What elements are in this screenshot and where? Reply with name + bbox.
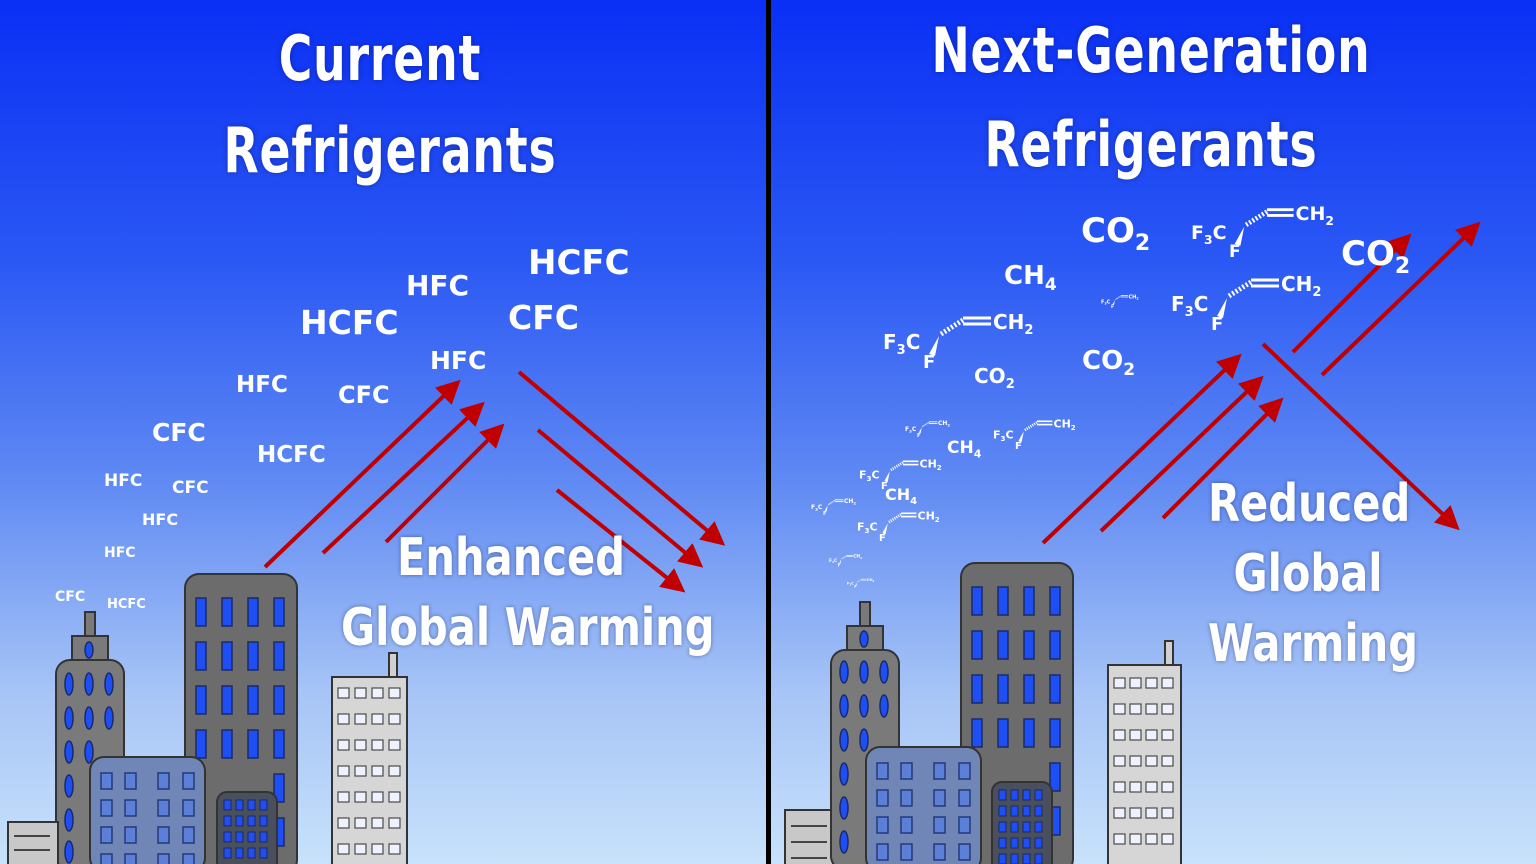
arrow [1161, 397, 1284, 520]
next-generation-refrigerants-panel: Next-Generation Refrigerants [771, 0, 1536, 864]
arrow [517, 370, 726, 546]
ch4-label: CH4 [1004, 261, 1057, 296]
right-caption-line1: Reduced [1208, 474, 1411, 534]
outgoing-radiation-arrows [1041, 221, 1481, 545]
right-caption-line3: Warming [1208, 614, 1418, 674]
right-caption-line2: Global [1233, 544, 1383, 604]
right-buildings-and-arrows [784, 221, 1481, 864]
right-title-line2: Refrigerants [984, 108, 1318, 181]
arrow [263, 379, 461, 569]
gas-label: HFC [142, 510, 179, 529]
gas-label: HFC [104, 545, 136, 561]
gas-label: HFC [236, 372, 288, 398]
arrow [536, 428, 704, 568]
outgoing-radiation-arrows [263, 379, 505, 569]
arrow [1261, 342, 1460, 531]
gas-label: CFC [338, 381, 390, 409]
left-title-line2: Refrigerants [223, 114, 557, 187]
arrow [555, 488, 686, 593]
small-building [784, 809, 836, 864]
ch4-label: CH4 [947, 438, 982, 461]
right-buildings [784, 562, 1182, 864]
gas-label: HFC [406, 269, 470, 302]
co2-label: CO2 [1341, 234, 1411, 279]
arrow [1320, 221, 1481, 377]
arrow [384, 423, 505, 544]
bluegrey-building [865, 746, 982, 864]
small-dark-building [991, 781, 1053, 864]
small-building [7, 821, 59, 864]
gas-label: CFC [152, 418, 206, 447]
current-refrigerants-panel: Current Refrigerants HCFC HFC HCFC CFC H… [0, 0, 766, 864]
right-title-line1: Next-Generation [931, 14, 1371, 87]
co2-label: CO2 [1082, 346, 1136, 381]
left-buildings [7, 573, 408, 864]
gas-label: CFC [55, 589, 86, 605]
gas-label: HCFC [257, 442, 326, 468]
gas-label: CFC [508, 298, 579, 337]
left-title-line1: Current [278, 22, 482, 95]
bluegrey-building [89, 756, 206, 864]
arrow [321, 401, 485, 555]
left-buildings-and-arrows [7, 370, 726, 864]
co2-label: CO2 [974, 364, 1015, 392]
gas-label: CFC [172, 478, 209, 498]
gas-label: HCFC [107, 597, 146, 612]
left-caption-line2: Global Warming [341, 598, 715, 658]
light-office-building [331, 652, 408, 864]
arrow [1099, 375, 1264, 533]
left-caption-line1: Enhanced [397, 528, 625, 588]
gas-label: HCFC [300, 303, 399, 342]
co2-label: CO2 [1081, 211, 1151, 256]
ch4-label: CH4 [885, 485, 918, 508]
reflected-radiation-arrows [517, 370, 726, 593]
light-office-building [1107, 640, 1182, 864]
panel-divider [766, 0, 771, 864]
small-dark-building [216, 791, 278, 864]
gas-label: HCFC [528, 243, 630, 283]
arrow [1291, 233, 1412, 354]
gas-label: HFC [430, 346, 487, 375]
arrow [1041, 353, 1242, 545]
gas-label: HFC [104, 471, 143, 491]
reflected-radiation-arrows [1261, 342, 1460, 531]
